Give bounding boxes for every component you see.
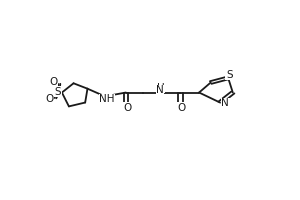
Text: H: H (157, 83, 165, 93)
Text: O: O (123, 103, 131, 113)
Text: O: O (45, 94, 53, 104)
Text: S: S (226, 70, 232, 80)
Text: S: S (54, 87, 61, 97)
Text: O: O (50, 77, 58, 87)
Text: N: N (156, 85, 164, 95)
Text: N: N (221, 98, 229, 108)
Text: NH: NH (99, 94, 115, 104)
Text: O: O (178, 103, 186, 113)
